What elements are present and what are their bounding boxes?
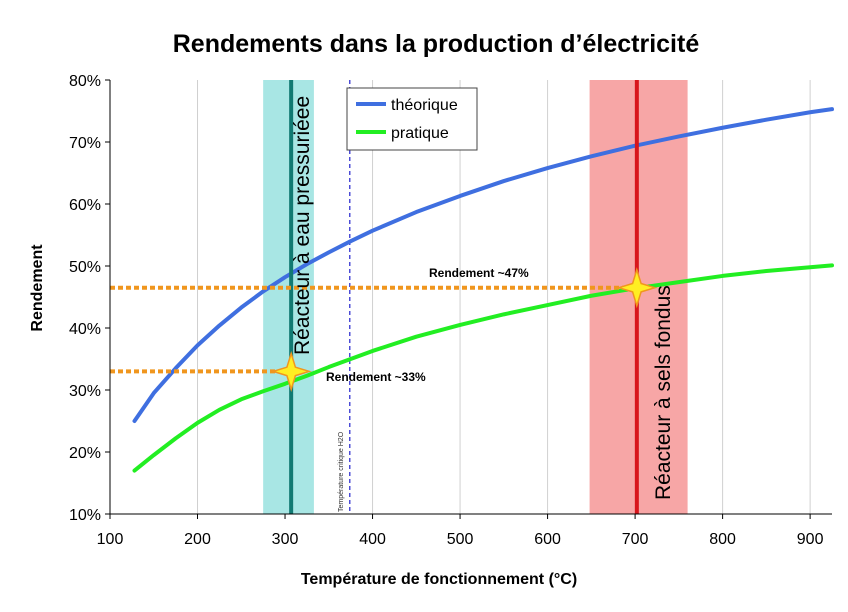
series-line-theorique [132, 107, 834, 423]
x-tick-label: 900 [797, 531, 824, 548]
y-tick-label: 50% [69, 259, 101, 276]
x-tick-label: 300 [272, 531, 299, 548]
x-tick-label: 200 [184, 531, 211, 548]
y-tick-label: 60% [69, 197, 101, 214]
band-pwr [263, 80, 314, 514]
x-tick-label: 100 [97, 531, 124, 548]
star-marker-47 [616, 267, 658, 309]
band-label-msr: Réacteur à sels fondus [652, 285, 675, 500]
y-tick-label: 20% [69, 445, 101, 462]
x-tick-label: 400 [359, 531, 386, 548]
legend: théorique pratique [346, 87, 478, 151]
plot-area: Température critique H2O Rendement ~33% Re… [69, 73, 834, 548]
y-tick-label: 30% [69, 383, 101, 400]
x-tick-label: 600 [534, 531, 561, 548]
x-axis-title: Température de fonctionnement (°C) [301, 571, 577, 588]
y-tick-label: 70% [69, 135, 101, 152]
annotation-rendement-33: Rendement ~33% [326, 370, 426, 384]
band-label-pwr: Réacteur à eau pressuriéee [291, 96, 314, 355]
annotation-rendement-47: Rendement ~47% [429, 266, 529, 280]
legend-label-theorique: théorique [391, 97, 458, 114]
star-marker-33 [270, 350, 312, 392]
chart-title: Rendements dans la production d’électric… [173, 30, 700, 58]
series-line-pratique [132, 263, 834, 473]
y-tick-label: 40% [69, 321, 101, 338]
legend-label-pratique: pratique [391, 125, 449, 142]
x-tick-label: 500 [447, 531, 474, 548]
y-tick-label: 80% [69, 73, 101, 90]
critical-temperature-label: Température critique H2O [338, 431, 345, 512]
y-axis-title: Rendement [29, 244, 46, 332]
y-tick-label: 10% [69, 507, 101, 524]
x-tick-label: 700 [622, 531, 649, 548]
x-tick-label: 800 [709, 531, 736, 548]
legend-box [346, 87, 478, 151]
